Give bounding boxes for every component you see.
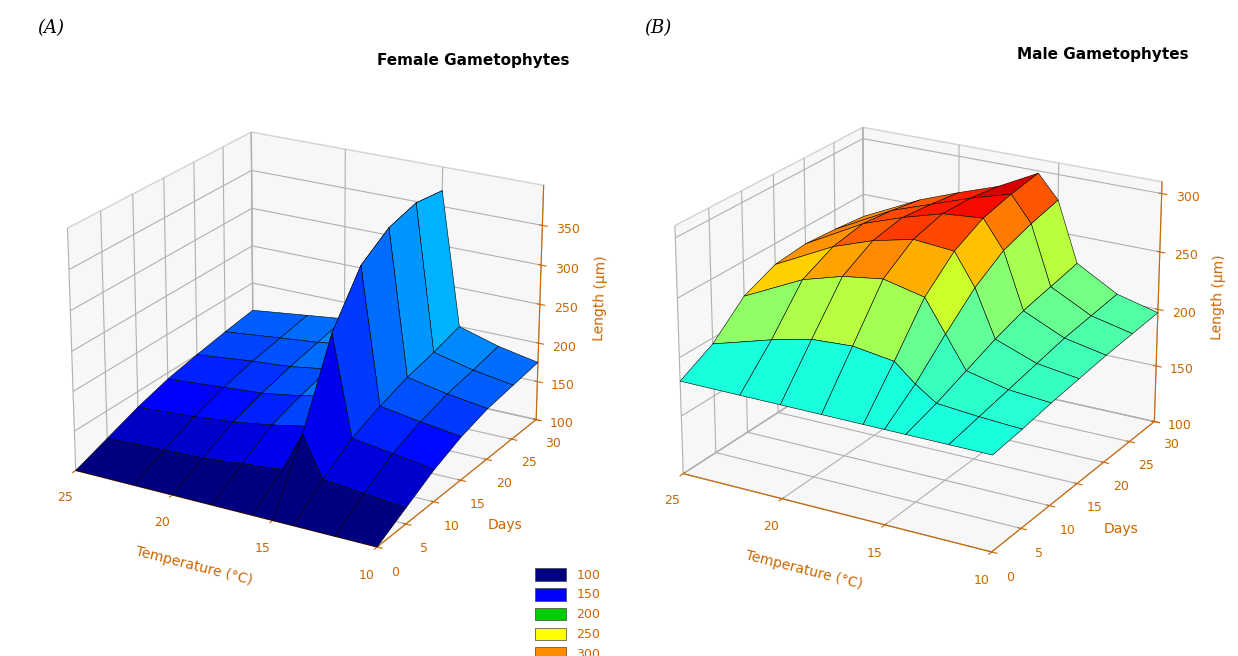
Y-axis label: Days: Days [488, 518, 522, 532]
Y-axis label: Days: Days [1104, 522, 1139, 536]
X-axis label: Temperature (°C): Temperature (°C) [134, 544, 254, 588]
Legend: 100, 150, 200, 250, 300: 100, 150, 200, 250, 300 [530, 563, 605, 656]
X-axis label: Temperature (°C): Temperature (°C) [744, 548, 864, 592]
Text: (B): (B) [644, 19, 671, 37]
Text: Male Gametophytes: Male Gametophytes [1016, 47, 1188, 62]
Text: Female Gametophytes: Female Gametophytes [378, 53, 569, 68]
Text: (A): (A) [37, 19, 64, 37]
